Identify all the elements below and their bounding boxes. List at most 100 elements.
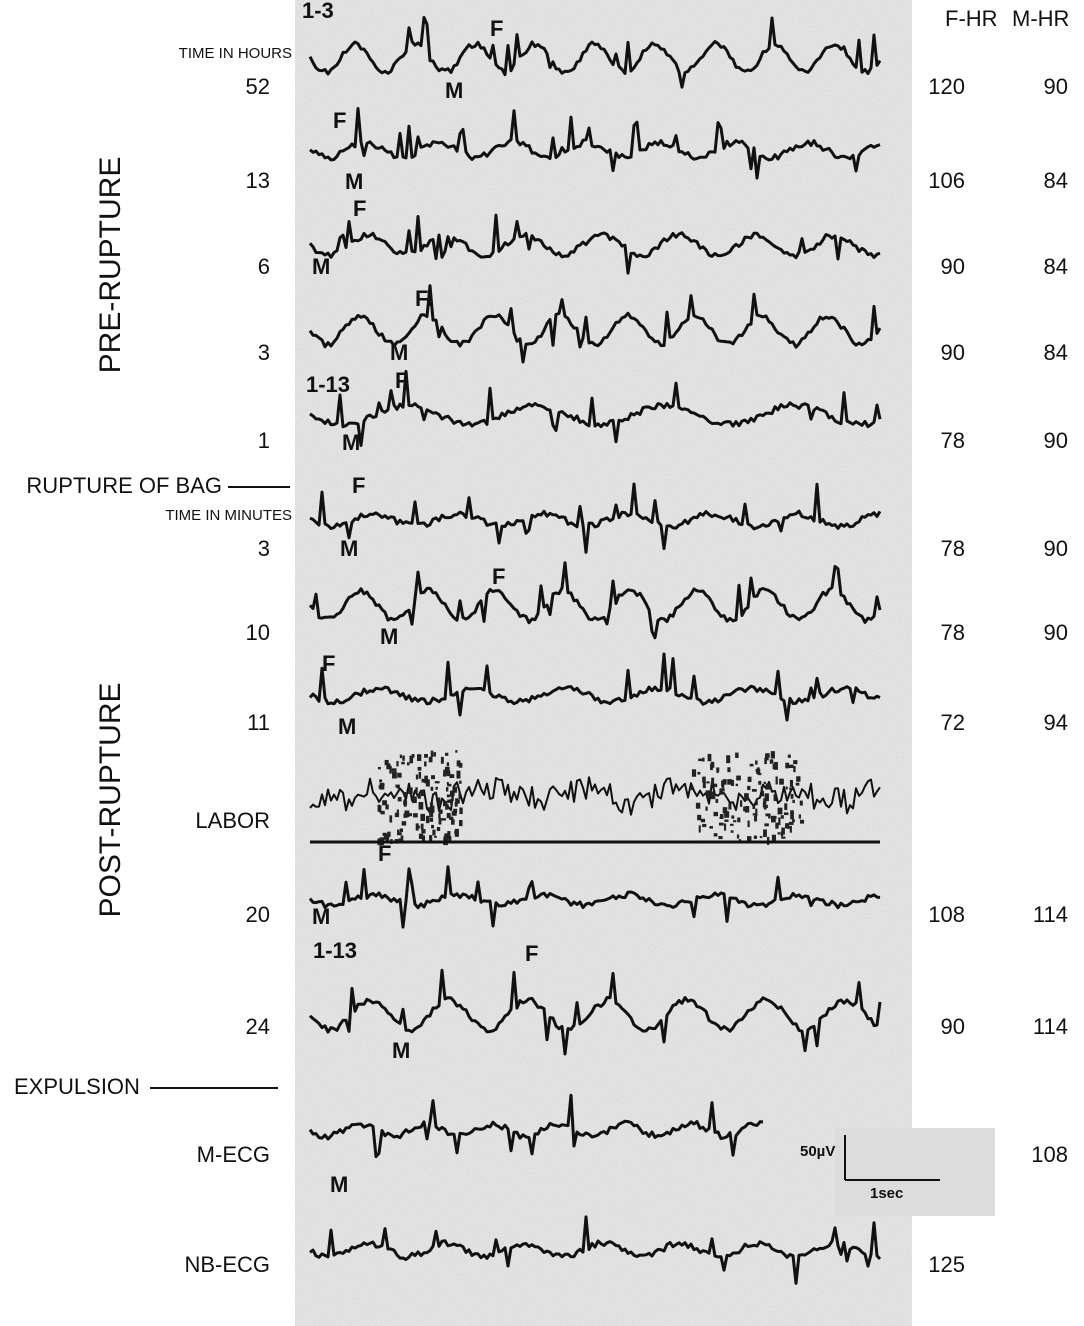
scale-time: 1sec [870,1185,903,1202]
labor-artifact [383,833,388,840]
labor-artifact [447,783,452,787]
labor-artifact [441,818,446,821]
labor-artifact [698,758,703,762]
labor-artifact [389,815,393,823]
labor-artifact [456,760,461,767]
labor-artifact [454,830,459,835]
maternal-heart-rate: 114 [1033,902,1068,927]
labor-artifact [447,799,452,803]
labor-artifact [429,811,434,818]
labor-artifact [731,815,735,819]
ecg-trace [308,652,881,722]
labor-artifact [735,752,739,758]
labor-artifact [454,801,458,807]
labor-artifact [451,793,454,801]
labor-artifact [446,781,449,785]
labor-artifact [449,790,454,797]
labor-artifact [744,806,750,813]
labor-artifact [398,832,402,836]
labor-artifact [764,793,769,802]
labor-artifact [696,804,701,807]
labor-artifact [706,781,710,784]
labor-artifact [711,777,715,786]
labor-artifact [403,800,408,805]
labor-artifact [753,835,758,839]
column-header: M-HR [1012,6,1069,31]
row-label: 1 [258,428,270,453]
labor-artifact [444,766,450,774]
ecg-trace [308,16,882,89]
labor-artifact [415,774,419,780]
fetal-heart-rate: 125 [928,1252,965,1277]
labor-artifact [452,790,455,796]
maternal-marker: M [392,1038,410,1063]
labor-artifact [730,779,734,786]
labor-artifact [790,793,794,799]
labor-artifact [768,813,771,819]
time-hours-label: TIME IN HOURS [179,45,292,62]
labor-artifact [793,765,796,773]
ecg-trace [308,284,882,364]
labor-artifact [397,772,402,778]
labor-artifact [713,833,718,837]
labor-artifact [722,779,727,785]
labor-artifact [449,774,455,779]
labor-artifact [709,826,713,829]
labor-artifact [429,817,434,822]
labor-artifact [792,799,795,804]
labor-artifact [418,801,424,810]
labor-artifact [795,782,800,786]
labor-artifact [710,791,716,800]
labor-artifact [779,778,784,785]
fetal-heart-rate: 90 [941,340,965,365]
labor-artifact [415,787,418,793]
labor-artifact [784,803,788,811]
labor-artifact [438,813,441,819]
labor-artifact [391,768,397,772]
labor-artifact [747,776,752,783]
labor-artifact [715,798,719,803]
labor-artifact [770,751,775,759]
labor-artifact [442,800,448,807]
fetal-marker: F [333,108,346,133]
labor-artifact [445,804,449,810]
labor-artifact [431,824,435,829]
labor-artifact [446,794,450,798]
labor-artifact [434,835,437,838]
labor-artifact [769,759,774,764]
labor-artifact [702,823,707,828]
fetal-heart-rate: 120 [928,74,965,99]
labor-artifact [420,789,424,797]
labor-artifact [777,832,781,835]
labor-artifact [379,805,382,813]
labor-artifact [459,807,463,815]
labor-artifact [698,825,701,833]
labor-artifact [799,819,805,824]
labor-artifact [796,776,801,782]
labor-artifact [456,770,461,779]
labor-artifact [783,812,789,816]
labor-artifact [740,800,743,807]
labor-artifact [428,756,433,763]
labor-artifact [789,787,792,791]
labor-artifact [780,815,784,819]
labor-artifact [421,829,426,834]
labor-artifact [434,791,437,796]
labor-artifact [787,754,791,758]
labor-artifact [435,786,438,790]
labor-artifact [751,789,757,792]
labor-artifact [382,800,387,806]
labor-artifact [429,802,434,805]
maternal-marker: M [312,904,330,929]
labor-artifact [702,757,705,762]
labor-artifact [752,813,757,816]
fetal-heart-rate: 78 [941,620,965,645]
labor-artifact [417,794,421,799]
labor-artifact [438,809,443,814]
labor-artifact [785,786,788,790]
labor-artifact [747,785,751,791]
ecg-trace [308,865,881,929]
labor-artifact [377,766,381,770]
row-label: LABOR [195,808,270,833]
labor-artifact [392,771,397,779]
